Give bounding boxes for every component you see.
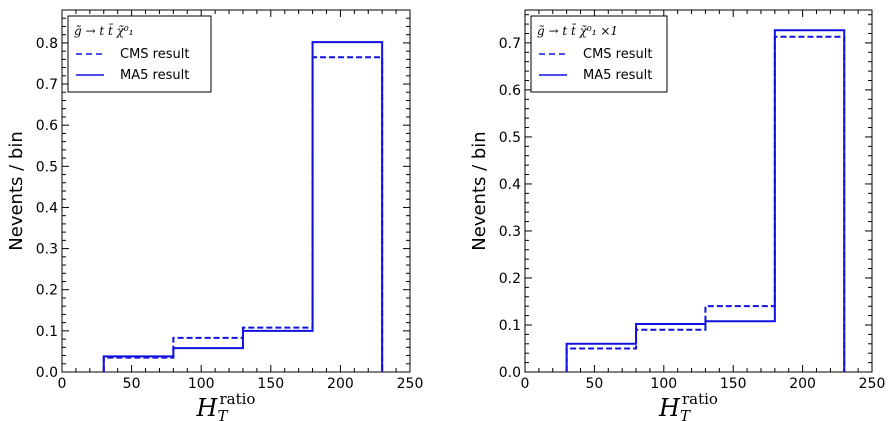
y-tick-label: 0.0 — [36, 365, 58, 381]
chart-panel-2: 0 50 100 150 200 250 0.0 0.1 0.2 0.3 0.4 0.5 0.6 0.7 N… — [469, 9, 886, 421]
y-tick-label: 0.4 — [36, 200, 58, 216]
x-tick-label: 250 — [859, 376, 886, 392]
y-tick-label: 0.5 — [36, 159, 58, 175]
series-cms-result — [565, 35, 846, 372]
y-axis-label: Nevents / bin — [469, 131, 490, 250]
series-ma5-result — [102, 41, 384, 372]
y-tick-label: 0.6 — [36, 118, 58, 134]
y-tick-label: 0.1 — [499, 318, 521, 334]
chart-panel-1: 0 50 100 150 200 250 0.0 0.1 0.2 0.3 0.4 0.5 0.6 0.7 0… — [6, 9, 424, 421]
x-axis-label-sup: ratio — [219, 390, 255, 408]
x-axis-label-main: H — [658, 394, 681, 421]
y-tick-label: 0.0 — [499, 365, 521, 381]
y-axis-label: Nevents / bin — [6, 131, 27, 250]
y-tick-label: 0.3 — [499, 224, 521, 240]
legend-entry-label: MA5 result — [120, 68, 189, 83]
legend-entry-label: MA5 result — [583, 68, 652, 83]
x-axis-label: HTratio — [658, 390, 718, 421]
x-axis-label-sub: T — [217, 407, 228, 421]
x-tick-label: 250 — [397, 376, 424, 392]
y-tick-label: 0.2 — [36, 283, 58, 299]
x-tick-label: 50 — [585, 376, 603, 392]
x-tick-label: 0 — [521, 376, 530, 392]
x-tick-label: 200 — [789, 376, 816, 392]
x-axis-label: HTratio — [196, 390, 256, 421]
y-tick-label: 0.4 — [499, 177, 521, 193]
y-tick-label: 0.2 — [499, 271, 521, 287]
y-tick-label: 0.3 — [36, 242, 58, 258]
plot-frame — [524, 9, 873, 373]
x-axis-label-main: H — [196, 394, 219, 421]
y-tick-label: 0.5 — [499, 130, 521, 146]
x-tick-label: 200 — [327, 376, 354, 392]
x-tick-label: 100 — [650, 376, 677, 392]
x-tick-label: 0 — [58, 376, 67, 392]
x-tick-label: 150 — [257, 376, 284, 392]
x-tick-label: 50 — [123, 376, 141, 392]
legend-title: g̃ → t t̄ χ̃⁰₁ — [74, 22, 134, 38]
y-tick-label: 0.6 — [499, 83, 521, 99]
x-tick-label: 150 — [720, 376, 747, 392]
y-tick-label: 0.1 — [36, 324, 58, 340]
series-ma5-result — [565, 29, 846, 372]
x-tick-label: 100 — [188, 376, 215, 392]
legend-entry-label: CMS result — [583, 47, 652, 62]
y-tick-label: 0.7 — [499, 36, 521, 52]
series-cms-result — [102, 56, 384, 372]
legend-title: g̃ → t t̄ χ̃⁰₁ ×1 — [537, 22, 618, 38]
y-tick-label: 0.7 — [36, 77, 58, 93]
x-axis-label-sup: ratio — [682, 390, 718, 408]
y-tick-label: 0.8 — [36, 36, 58, 52]
legend-entry-label: CMS result — [120, 47, 189, 62]
x-axis-label-sub: T — [680, 407, 691, 421]
